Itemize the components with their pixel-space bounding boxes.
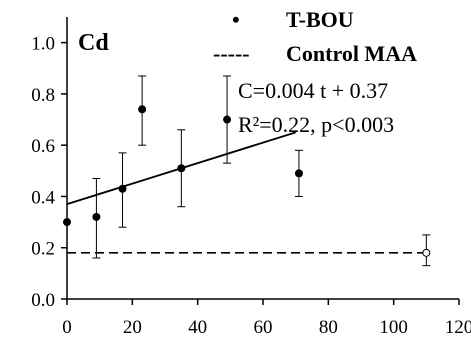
point-t-bou [118,184,127,193]
x-ticks: 0 20 40 60 80 100 120 [62,299,471,338]
plot-area: 0 20 40 60 80 100 120 0.0 0.2 0.4 0.6 0.8 1.0 [31,17,471,338]
point-t-bou [223,115,232,124]
legend-symbol-control-maa: ----- [213,41,250,66]
error-bars [92,75,431,267]
y-ticks: 0.0 0.2 0.4 0.6 0.8 1.0 [31,34,67,311]
y-tick-label: 0.0 [31,290,55,311]
y-tick-label: 0.2 [31,239,55,260]
point-t-bou [294,169,303,178]
y-tick-label: 0.6 [31,136,55,157]
legend-label-t-bou: T-BOU [286,7,354,32]
x-tick-label: 20 [123,317,142,338]
point-control-maa [422,248,431,257]
x-tick-label: 0 [62,317,72,338]
points [63,105,431,257]
x-tick-label: 80 [319,317,338,338]
x-tick-label: 120 [445,317,471,338]
lines [66,131,427,254]
legend-label-control-maa: Control MAA [286,41,417,66]
legend-symbol-t-bou: • [232,7,240,32]
x-tick-label: 60 [254,317,273,338]
panel-label: Cd [78,30,109,56]
y-tick-label: 1.0 [31,34,55,55]
x-tick-label: 100 [379,317,408,338]
y-tick-label: 0.8 [31,85,55,106]
point-t-bou [92,212,101,221]
fit-stats: R²=0.22, p<0.003 [238,112,394,137]
x-tick-label: 40 [188,317,207,338]
y-tick-label: 0.4 [31,187,55,208]
point-t-bou [177,164,186,173]
point-t-bou [63,218,71,227]
legend: • T-BOU ----- Control MAA [213,7,417,66]
fit-equation: C=0.004 t + 0.37 [238,78,388,103]
point-t-bou [138,105,147,114]
